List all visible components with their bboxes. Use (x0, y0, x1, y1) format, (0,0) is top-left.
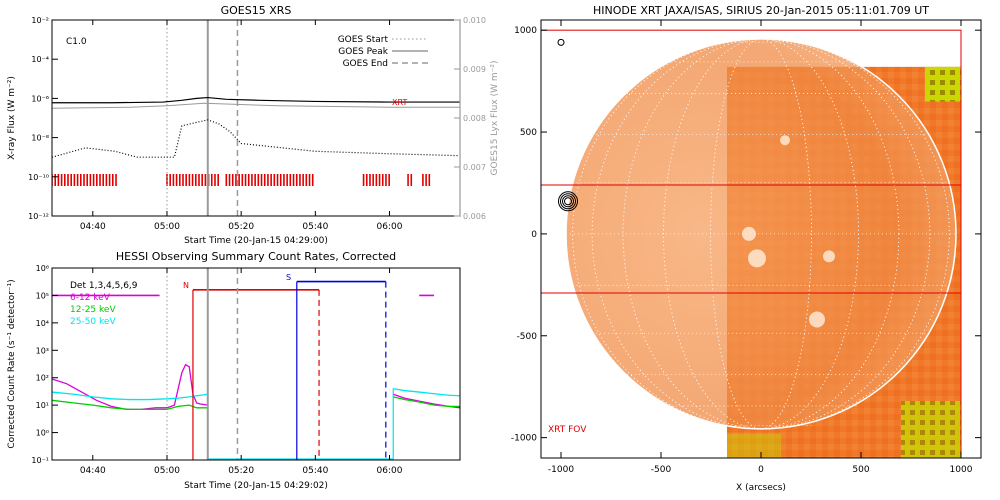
goes-legend: GOES Start GOES Peak GOES End (338, 35, 428, 69)
goes-y2tick-label: 0.009 (463, 65, 486, 74)
hessi-series-2 (52, 399, 208, 411)
offlimb-top-right (925, 66, 961, 102)
hessi-series-5 (393, 396, 460, 408)
hessi-xtick-label: 06:00 (377, 466, 403, 476)
xrt-xtick-label: -1000 (548, 465, 574, 475)
goes-plot-frame (51, 19, 461, 217)
goes-class-label: C1.0 (66, 37, 87, 47)
hessi-xtick-label: 05:40 (302, 466, 328, 476)
bright-patch (809, 311, 825, 328)
lon-line (710, 38, 812, 430)
xrt-panel: HINODE XRT JAXA/ISAS, SIRIUS 20-Jan-2015… (511, 4, 982, 493)
hessi-title: HESSI Observing Summary Count Rates, Cor… (116, 250, 396, 263)
hessi-contour (564, 197, 572, 206)
goes-y2tick-label: 0.008 (463, 114, 486, 123)
goes-ytick-label: 10⁻⁸ (31, 134, 49, 143)
xrt-title: HINODE XRT JAXA/ISAS, SIRIUS 20-Jan-2015… (593, 4, 929, 17)
xrt-ytick-label: -500 (517, 332, 538, 342)
hessi-contour (560, 193, 576, 210)
hessi-ytick-label: 10⁰ (36, 429, 49, 438)
xrt-ytick-label: 500 (520, 128, 537, 138)
sun-disk (566, 38, 956, 429)
hessi-xtick-label: 05:00 (154, 466, 180, 476)
lon-line (572, 38, 950, 430)
goes-legend-label: GOES Start (338, 35, 389, 45)
hessi-ytick-label: 10⁴ (36, 319, 49, 328)
xrt-ytick-label: 0 (531, 230, 537, 240)
hessi-ytick-label: 10⁻¹ (31, 456, 49, 465)
offlimb-bottom-left (727, 433, 781, 458)
goes-ytick-label: 10⁻⁶ (31, 94, 49, 103)
goes-ytick-label: 10⁻¹² (28, 212, 49, 221)
xrt-fov-label: XRT FOV (548, 425, 587, 435)
goes-xtick-label: 04:40 (80, 222, 106, 232)
goes-legend-label: GOES End (343, 59, 388, 69)
goes-xlabel: Start Time (20-Jan-15 04:29:00) (184, 236, 328, 246)
hessi-ytick-label: 10² (36, 374, 49, 383)
xrt-ytick-label: -1000 (511, 434, 537, 444)
bright-patch (823, 250, 835, 263)
goes-xtick-label: 06:00 (377, 222, 403, 232)
xrt-xtick-label: -500 (651, 465, 672, 475)
hessi-ylabel: Corrected Count Rate (s⁻¹ detector⁻¹) (7, 279, 17, 448)
xrt-xtick-label: 0 (758, 465, 764, 475)
bright-patch (742, 226, 756, 241)
bright-patch (780, 135, 790, 146)
goes-ytick-label: 10⁻⁴ (31, 55, 49, 64)
xrt-xtick-label: 1000 (950, 465, 973, 475)
goes-xtick-label: 05:20 (228, 222, 254, 232)
hessi-xtick-label: 05:20 (228, 466, 254, 476)
lon-line (591, 38, 931, 430)
hessi-xlabel: Start Time (20-Jan-15 04:29:02) (184, 481, 328, 491)
goes-y2label: GOES15 Lyx Flux (W m⁻²) (490, 61, 500, 176)
hessi-ytick-label: 10¹ (36, 401, 49, 410)
goes-y2tick-label: 0.007 (463, 163, 486, 172)
goes-short-line (52, 119, 460, 158)
hessi-panel: HESSI Observing Summary Count Rates, Cor… (7, 250, 461, 491)
hessi-series-1 (52, 363, 208, 411)
xrt-xtick-label: 500 (852, 465, 869, 475)
xrt-xlabel: X (arcsecs) (736, 483, 786, 493)
bright-patch (748, 249, 766, 268)
goes-ytick-label: 10⁻² (31, 16, 49, 25)
goes-panel: GOES15 XRS 04:40 05:00 05:20 05:40 06:00 10⁻¹… (7, 4, 500, 246)
goes-title: GOES15 XRS (221, 4, 292, 17)
hessi-legend: Det 1,3,4,5,6,9 6-12 keV 12-25 keV 25-50… (70, 281, 138, 327)
hessi-xtick-label: 04:40 (80, 466, 106, 476)
hessi-series-3 (52, 391, 208, 401)
xrt-ytick-label: 1000 (514, 26, 537, 36)
hessi-ytick-label: 10⁶ (36, 264, 49, 273)
offlimb-bottom-right (901, 400, 961, 458)
saa-label: S (286, 273, 291, 282)
goes-long-line (52, 96, 460, 104)
hessi-plot-frame (51, 267, 461, 461)
hessi-series-6 (393, 387, 460, 397)
hessi-contour (562, 195, 574, 208)
goes-ylabel: X-ray Flux (W m⁻²) (7, 76, 17, 160)
night-label: N (183, 281, 189, 290)
small-contour (557, 38, 565, 46)
xrt-fov-box (541, 29, 962, 458)
hessi-ytick-label: 10⁵ (36, 291, 49, 300)
goes-legend-label: GOES Peak (338, 47, 388, 57)
legend-12-25: 12-25 keV (70, 305, 116, 315)
hessi-ytick-label: 10³ (36, 346, 49, 355)
goes-xtick-label: 05:00 (154, 222, 180, 232)
legend-det: Det 1,3,4,5,6,9 (70, 281, 138, 291)
xrt-marker-label: XRT (392, 98, 407, 107)
goes-ytick-label: 10⁻¹⁰ (28, 173, 49, 182)
goes-lyx-line (52, 102, 460, 109)
goes-y2tick-label: 0.006 (463, 212, 486, 221)
hessi-contour (558, 191, 578, 212)
legend-6-12: 6-12 keV (70, 293, 111, 303)
goes-xtick-label: 05:40 (302, 222, 328, 232)
goes-y2tick-label: 0.010 (463, 16, 486, 25)
legend-25-50: 25-50 keV (70, 317, 116, 327)
